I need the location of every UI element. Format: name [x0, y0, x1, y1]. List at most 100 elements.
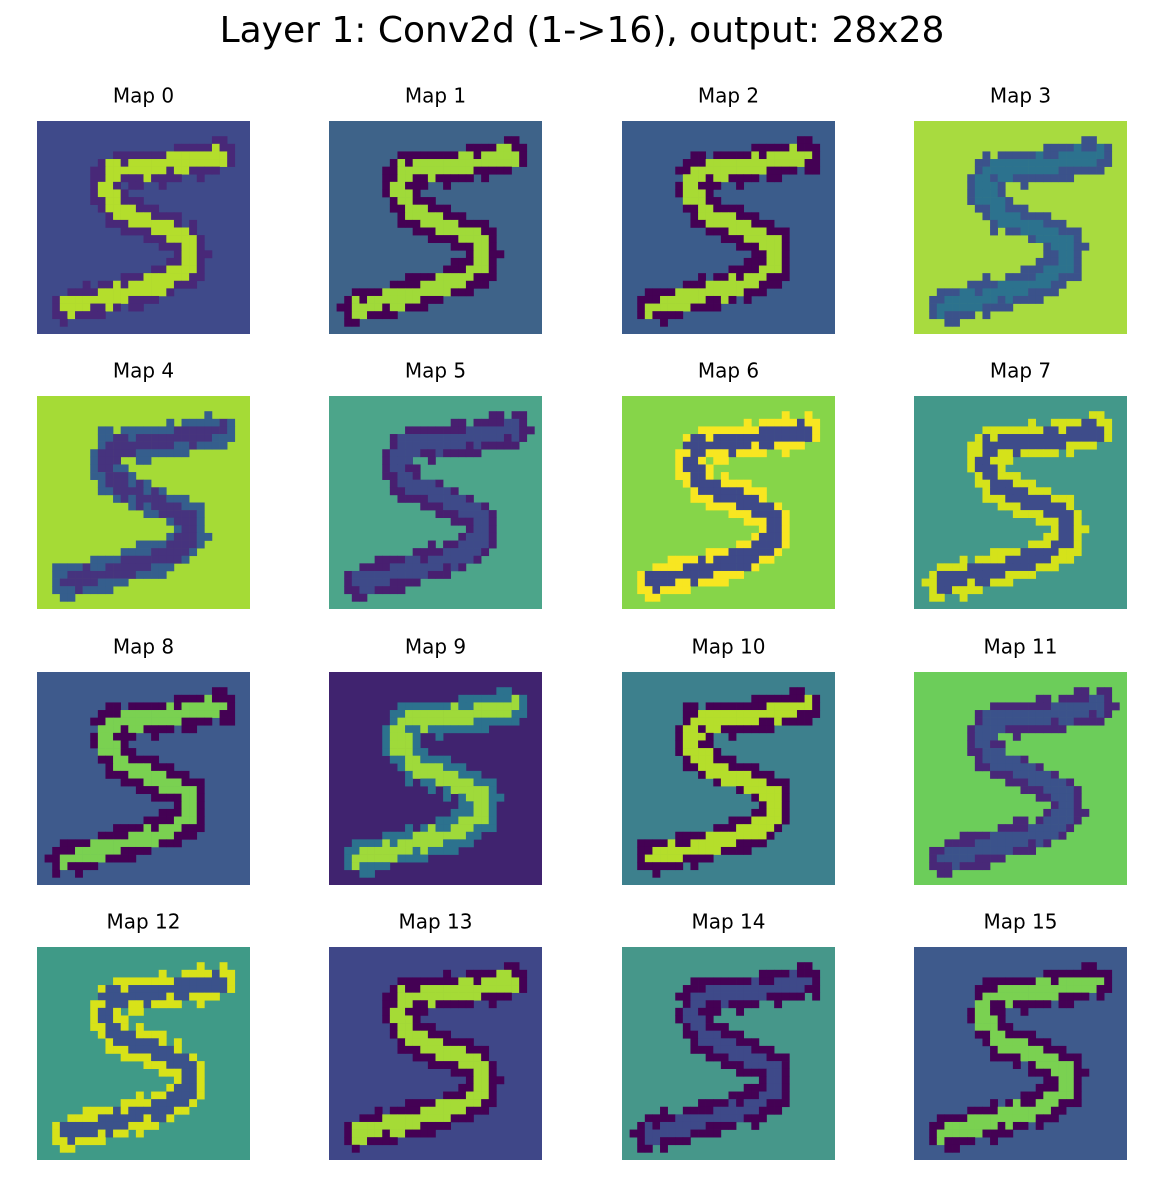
pixel	[1035, 824, 1044, 833]
pixel	[412, 472, 421, 480]
pixel	[397, 710, 406, 718]
pixel	[959, 1129, 968, 1138]
pixel	[405, 472, 413, 480]
pixel	[67, 1129, 76, 1138]
pixel	[120, 1038, 129, 1047]
pixel	[435, 1106, 444, 1115]
pixel	[389, 831, 398, 840]
pixel	[128, 303, 137, 312]
pixel	[1028, 487, 1037, 496]
pixel	[90, 1106, 99, 1115]
pixel	[743, 280, 752, 289]
pixel	[389, 555, 398, 564]
pixel	[1088, 962, 1097, 971]
pixel	[675, 1007, 684, 1016]
pixel	[1020, 570, 1029, 579]
pixel	[481, 166, 490, 175]
pixel	[736, 242, 745, 251]
pixel	[1012, 487, 1021, 496]
pixel	[1066, 418, 1075, 427]
pixel	[473, 235, 482, 244]
pixel	[458, 1000, 467, 1009]
pixel	[481, 694, 490, 703]
pixel	[675, 831, 684, 840]
pixel	[166, 824, 175, 833]
pixel	[97, 710, 106, 718]
pixel	[473, 280, 482, 289]
pixel	[166, 793, 175, 802]
pixel	[135, 717, 144, 726]
pixel	[389, 1015, 398, 1024]
pixel	[397, 1106, 406, 1115]
pixel	[789, 985, 798, 993]
pixel	[720, 1121, 729, 1130]
pixel	[181, 540, 190, 549]
pixel	[105, 1129, 114, 1138]
pixel	[1028, 548, 1037, 557]
pixel	[173, 532, 182, 541]
pixel	[135, 563, 144, 572]
pixel	[1050, 151, 1059, 160]
pixel	[990, 472, 998, 480]
pixel	[766, 1083, 775, 1092]
pixel	[774, 1083, 783, 1092]
pixel	[397, 1030, 406, 1039]
pixel	[758, 985, 767, 993]
pixel	[720, 770, 729, 779]
pixel	[736, 151, 745, 160]
pixel	[736, 985, 745, 993]
pixel	[736, 702, 745, 711]
pixel	[1043, 969, 1052, 978]
pixel	[1050, 1106, 1059, 1115]
pixel	[990, 295, 998, 304]
pixel	[967, 839, 976, 848]
pixel	[143, 1121, 152, 1130]
pixel	[488, 265, 497, 274]
pixel	[1005, 725, 1014, 734]
pixel	[766, 555, 775, 564]
pixel	[412, 770, 421, 779]
pixel	[1028, 418, 1037, 427]
pixel	[75, 862, 83, 871]
pixel	[382, 732, 391, 741]
pixel	[128, 1114, 137, 1123]
pixel	[982, 1121, 991, 1130]
pixel	[804, 710, 813, 718]
pixel	[128, 166, 137, 175]
pixel	[435, 824, 444, 833]
pixel	[974, 1007, 983, 1016]
pixel	[443, 563, 452, 572]
pixel	[1028, 426, 1037, 435]
pixel	[75, 839, 83, 848]
pixel	[1043, 250, 1052, 259]
pixel	[804, 166, 813, 175]
pixel	[435, 295, 444, 304]
pixel	[728, 1091, 737, 1100]
pixel	[488, 434, 497, 442]
pixel	[774, 159, 783, 167]
pixel	[774, 265, 783, 274]
pixel	[1066, 151, 1075, 160]
pixel	[397, 1121, 406, 1130]
pixel	[1012, 717, 1021, 726]
pixel	[982, 456, 991, 465]
pixel	[982, 740, 991, 749]
pixel	[143, 725, 152, 734]
pixel	[967, 563, 976, 572]
pixel	[728, 992, 737, 1001]
pixel	[173, 555, 182, 564]
pixel	[660, 570, 668, 579]
pixel	[682, 1121, 691, 1130]
pixel	[113, 725, 121, 734]
pixel	[151, 295, 160, 304]
pixel	[751, 1045, 760, 1054]
pixel	[1028, 717, 1037, 726]
pixel	[974, 434, 983, 442]
pixel	[944, 1121, 953, 1130]
pixel	[128, 288, 137, 297]
pixel	[997, 985, 1006, 993]
pixel	[405, 977, 413, 986]
pixel	[982, 1129, 991, 1138]
pixel	[982, 311, 991, 320]
pixel	[120, 174, 129, 183]
